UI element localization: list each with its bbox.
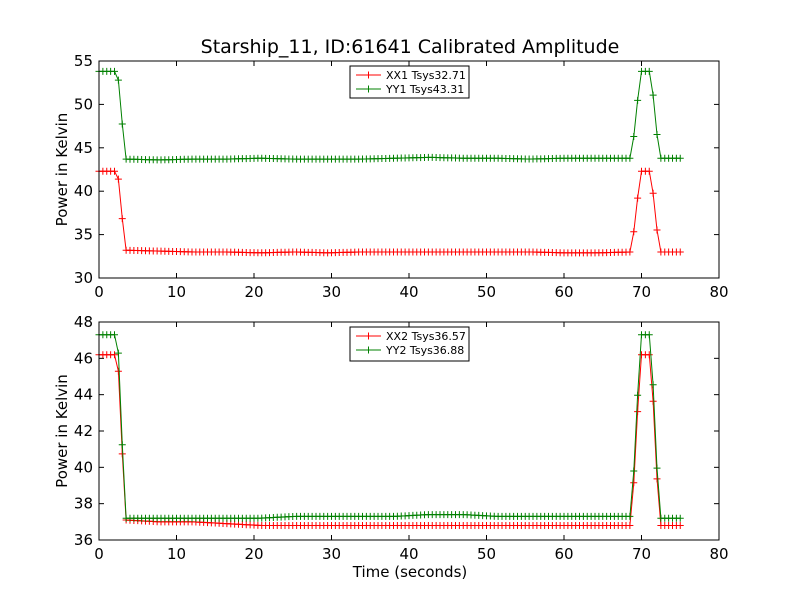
y-tick-label: 44 [74, 386, 93, 404]
y-tick-label: 46 [74, 349, 93, 367]
x-tick-label: 60 [554, 545, 573, 563]
x-tick-label: 40 [399, 545, 418, 563]
legend-marker [365, 346, 372, 354]
x-tick-label: 80 [709, 545, 728, 563]
data-point [114, 175, 122, 183]
x-tick-label: 10 [167, 283, 186, 301]
data-point [676, 248, 684, 256]
data-point [649, 189, 657, 197]
y-tick-label: 38 [74, 495, 93, 513]
data-point [634, 408, 642, 416]
x-tick-label: 60 [554, 283, 573, 301]
series-line [99, 170, 681, 254]
data-point [630, 228, 638, 236]
y-tick-label: 42 [74, 422, 93, 440]
y-tick-label: 50 [74, 95, 93, 113]
legend-marker [365, 332, 372, 340]
legend-label: YY1 Tsys43.31 [385, 83, 464, 96]
y-tick-label: 40 [74, 458, 93, 476]
x-tick-label: 80 [709, 283, 728, 301]
data-point [626, 512, 634, 520]
data-point [653, 475, 661, 483]
y-tick-label: 48 [74, 313, 93, 331]
legend-label: XX1 Tsys32.71 [386, 69, 466, 82]
x-axis-label: Time (seconds) [352, 563, 468, 581]
data-point [645, 351, 653, 359]
data-point [676, 521, 684, 529]
data-point [645, 331, 653, 339]
legend-marker [365, 71, 372, 79]
y-tick-label: 30 [74, 269, 93, 287]
y-tick-label: 40 [74, 182, 93, 200]
x-tick-label: 20 [244, 283, 263, 301]
data-point [630, 133, 638, 141]
data-point [645, 67, 653, 75]
x-tick-label: 70 [632, 545, 651, 563]
data-point [634, 391, 642, 399]
data-point [114, 349, 122, 357]
series-1-2 [95, 67, 684, 164]
x-tick-label: 30 [322, 545, 341, 563]
chart-panel-1: 0 10 20 30 40 50 60 70 80 30 35 40 45 50 55 Power in Ke… [53, 52, 729, 301]
data-point [626, 248, 634, 256]
x-tick-label: 50 [477, 545, 496, 563]
data-point [630, 467, 638, 475]
data-point [649, 91, 657, 99]
series-line [99, 354, 681, 526]
legend-box [349, 326, 470, 362]
legend-marker [365, 85, 372, 93]
data-point [630, 479, 638, 487]
data-point [111, 67, 118, 75]
x-tick-label: 0 [94, 283, 104, 301]
series-2-2 [95, 331, 684, 522]
data-point [114, 76, 122, 84]
legend-label: XX2 Tsys36.57 [386, 330, 466, 343]
legend-label: YY2 Tsys36.88 [385, 344, 464, 357]
x-tick-label: 70 [632, 283, 651, 301]
chart-title: Starship_11, ID:61641 Calibrated Amplitu… [201, 36, 620, 58]
y-tick-label: 45 [74, 139, 93, 157]
data-point [626, 521, 634, 529]
series-line [99, 334, 681, 519]
y-tick-label: 36 [74, 531, 93, 549]
x-tick-label: 40 [399, 283, 418, 301]
data-point [645, 167, 653, 175]
data-point [118, 441, 126, 449]
data-point [118, 215, 126, 223]
series-2-1 [95, 351, 684, 529]
data-point [634, 96, 642, 104]
data-point [111, 351, 118, 359]
data-point [653, 131, 661, 139]
y-axis-label: Power in Kelvin [53, 374, 71, 488]
data-point [634, 194, 642, 202]
data-point [649, 381, 657, 389]
data-point [626, 154, 634, 162]
x-tick-label: 30 [322, 283, 341, 301]
data-point [653, 226, 661, 234]
data-point [676, 514, 684, 522]
data-point [649, 397, 657, 405]
legend-box [349, 65, 470, 99]
x-tick-label: 20 [244, 545, 263, 563]
data-point [114, 367, 122, 375]
data-point [118, 120, 126, 128]
x-tick-label: 10 [167, 545, 186, 563]
x-tick-label: 50 [477, 283, 496, 301]
y-tick-label: 35 [74, 226, 93, 244]
data-point [111, 167, 118, 175]
chart-panel-2: 0 10 20 30 40 50 60 70 80 36 38 40 42 44 46 48 Power in … [53, 313, 729, 563]
data-point [653, 464, 661, 472]
data-point [111, 331, 118, 339]
x-tick-label: 0 [94, 545, 104, 563]
data-point [676, 154, 684, 162]
y-axis-label: Power in Kelvin [53, 113, 71, 227]
y-tick-label: 55 [74, 52, 93, 70]
series-1-1 [95, 167, 684, 257]
